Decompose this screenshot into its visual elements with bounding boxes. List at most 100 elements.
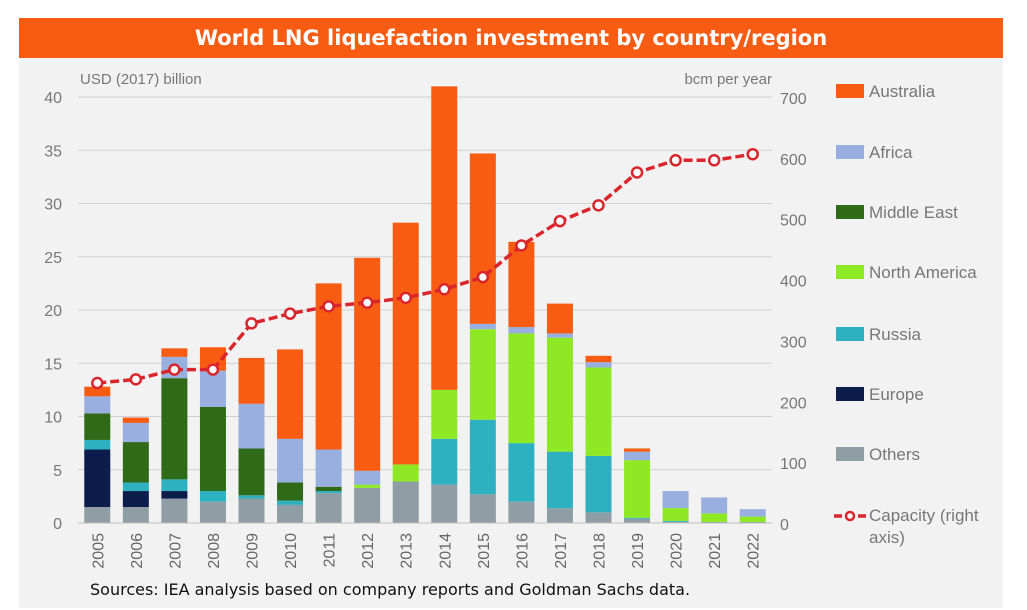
capacity-point — [168, 363, 181, 376]
bar-africa — [122, 422, 149, 443]
capacity-point — [129, 373, 143, 386]
capacity-point — [746, 147, 759, 161]
bar-africa — [701, 497, 728, 514]
legend-label-capacity: Capacity (right — [869, 506, 979, 525]
bar-australia — [122, 417, 149, 423]
x-tick-label: 2009 — [245, 533, 262, 569]
bar-australia — [238, 357, 265, 404]
bar-africa — [469, 323, 496, 330]
bar-russia — [161, 479, 188, 492]
bar-north-america — [739, 516, 766, 522]
capacity-point — [476, 270, 490, 284]
legend-label-others: Others — [869, 445, 920, 464]
legend-label-capacity-cont: axis) — [869, 528, 905, 547]
bar-north-america — [431, 389, 458, 439]
capacity-line-path — [97, 152, 753, 385]
x-tick-label: 2018 — [592, 533, 609, 569]
bar-australia — [354, 257, 381, 471]
x-tick-label: 2012 — [360, 533, 377, 569]
legend-swatch-north-america — [836, 265, 864, 279]
chart-title: World LNG liquefaction investment by cou… — [194, 26, 828, 50]
y2-tick-label: 300 — [780, 334, 807, 351]
bar-russia — [469, 419, 496, 495]
y-tick-label: 10 — [44, 410, 62, 427]
bar-russia — [122, 482, 149, 492]
legend-swatch-middle-east — [836, 205, 864, 219]
bar-africa — [508, 327, 535, 334]
bar-africa — [662, 491, 689, 509]
x-tick-label: 2008 — [206, 533, 223, 569]
bar-europe — [161, 491, 188, 499]
bar-russia — [84, 439, 111, 450]
bar-middle-east — [84, 413, 111, 440]
bar-others — [122, 507, 149, 523]
bar-north-america — [546, 337, 573, 452]
x-tick-label: 2010 — [283, 533, 300, 569]
bar-north-america — [701, 513, 728, 522]
capacity-point — [322, 300, 335, 313]
bar-middle-east — [161, 378, 188, 480]
bar-australia — [392, 222, 419, 465]
legend-swatch-africa — [836, 145, 864, 159]
bar-africa — [84, 396, 111, 414]
legend-label-europe: Europe — [869, 385, 924, 404]
bar-middle-east — [199, 406, 226, 492]
y2-axis-label: bcm per year — [684, 71, 772, 88]
legend-swatch-others — [836, 447, 864, 461]
bar-north-america — [392, 464, 419, 482]
bar-russia — [277, 500, 304, 505]
x-tick-label: 2017 — [553, 533, 570, 569]
bar-middle-east — [277, 482, 304, 501]
bar-australia — [431, 86, 458, 390]
bar-others — [199, 501, 226, 523]
bar-australia — [199, 347, 226, 371]
source-note: Sources: IEA analysis based on company r… — [90, 580, 691, 599]
bar-north-america — [624, 460, 651, 518]
y-tick-label: 25 — [44, 250, 62, 267]
x-tick-label: 2015 — [476, 533, 493, 569]
legend-label-north-america: North America — [869, 263, 977, 282]
capacity-point — [515, 239, 528, 252]
bar-others — [739, 521, 766, 523]
bars — [84, 86, 766, 523]
capacity-point — [245, 317, 258, 330]
y-tick-label: 0 — [53, 516, 62, 533]
bar-others — [431, 484, 458, 523]
y2-tick-label: 500 — [780, 213, 807, 230]
bar-others — [701, 521, 728, 523]
bar-others — [624, 518, 651, 523]
y-tick-label: 5 — [53, 463, 62, 480]
axes: 0510152025303540010020030040050060070020… — [44, 90, 807, 569]
y-axis-label: USD (2017) billion — [80, 71, 202, 88]
bar-others — [238, 498, 265, 523]
legend-swatch-russia — [836, 327, 864, 341]
x-tick-label: 2013 — [399, 533, 416, 569]
capacity-point — [206, 363, 220, 376]
bar-others — [469, 494, 496, 523]
bar-australia — [161, 348, 188, 357]
bar-africa — [739, 509, 766, 517]
bar-russia — [546, 451, 573, 509]
y2-tick-label: 100 — [780, 456, 807, 473]
legend-label-africa: Africa — [869, 143, 913, 162]
bar-africa — [585, 362, 612, 368]
y2-tick-label: 200 — [780, 395, 807, 412]
bar-russia — [508, 443, 535, 502]
legend-label-australia: Australia — [869, 82, 936, 101]
bar-north-america — [354, 484, 381, 488]
bar-russia — [624, 517, 651, 519]
capacity-point — [630, 166, 644, 179]
bar-others — [585, 512, 612, 523]
bar-australia — [277, 349, 304, 439]
bar-north-america — [508, 333, 535, 444]
capacity-point — [283, 307, 297, 320]
capacity-point — [669, 154, 682, 167]
bar-north-america — [469, 329, 496, 420]
title-bar: World LNG liquefaction investment by cou… — [19, 18, 1003, 58]
capacity-point — [438, 283, 451, 296]
bar-russia — [431, 438, 458, 485]
bar-australia — [508, 241, 535, 328]
bar-others — [84, 507, 111, 523]
bar-russia — [199, 491, 226, 502]
